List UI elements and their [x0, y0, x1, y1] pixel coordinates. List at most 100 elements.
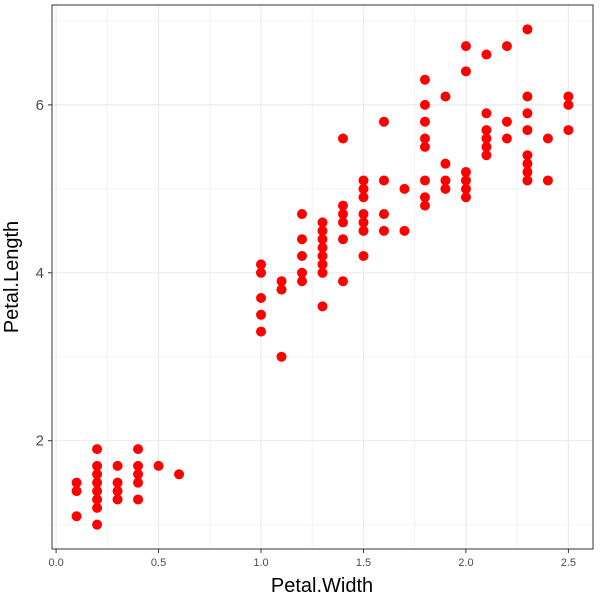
- data-point: [297, 209, 308, 220]
- data-point: [337, 200, 348, 211]
- data-point: [297, 251, 308, 262]
- data-point: [337, 234, 348, 245]
- data-point: [297, 276, 308, 287]
- data-point: [71, 477, 82, 488]
- data-point: [256, 326, 267, 337]
- data-point: [460, 175, 471, 186]
- data-point: [133, 460, 144, 471]
- data-point: [133, 444, 144, 455]
- data-point: [419, 133, 430, 144]
- data-point: [501, 133, 512, 144]
- data-point: [563, 91, 574, 102]
- data-point: [112, 460, 123, 471]
- data-point: [460, 167, 471, 178]
- data-point: [460, 192, 471, 203]
- data-point: [358, 217, 369, 228]
- data-point: [92, 477, 103, 488]
- data-point: [522, 125, 533, 136]
- data-point: [440, 175, 451, 186]
- data-point: [419, 192, 430, 203]
- x-tick-label: 2.5: [561, 557, 576, 569]
- data-point: [317, 259, 328, 270]
- data-point: [256, 267, 267, 278]
- data-point: [358, 175, 369, 186]
- data-point: [317, 217, 328, 228]
- data-point: [92, 519, 103, 530]
- data-point: [256, 309, 267, 320]
- x-tick-label: 0.5: [151, 557, 166, 569]
- axis-ticks: 0.0 0.5 1.0 1.5 2.0 2.5 2 4 6: [36, 97, 576, 569]
- data-point: [419, 175, 430, 186]
- data-point: [542, 133, 553, 144]
- data-point: [522, 167, 533, 178]
- data-point: [337, 209, 348, 220]
- data-point: [419, 99, 430, 110]
- data-point: [133, 477, 144, 488]
- data-point: [440, 158, 451, 169]
- data-point: [153, 460, 164, 471]
- data-point: [317, 267, 328, 278]
- data-point: [481, 108, 492, 119]
- data-point: [481, 141, 492, 152]
- data-point: [378, 175, 389, 186]
- data-point: [92, 444, 103, 455]
- data-point: [358, 251, 369, 262]
- data-point: [481, 133, 492, 144]
- data-point: [378, 116, 389, 127]
- data-point: [256, 292, 267, 303]
- y-tick-label: 2: [36, 433, 44, 450]
- panel-border: [51, 4, 594, 550]
- y-tick-label: 6: [36, 97, 44, 114]
- data-point: [378, 225, 389, 236]
- data-point: [501, 116, 512, 127]
- data-point: [378, 209, 389, 220]
- data-point: [317, 251, 328, 262]
- data-point: [563, 125, 574, 136]
- data-point: [92, 494, 103, 505]
- data-point: [133, 494, 144, 505]
- x-axis-title: Petal.Width: [271, 575, 373, 597]
- data-points: [71, 24, 574, 530]
- data-point: [174, 469, 185, 480]
- data-point: [460, 183, 471, 194]
- data-point: [337, 217, 348, 228]
- data-point: [440, 91, 451, 102]
- x-tick-label: 0.0: [48, 557, 63, 569]
- data-point: [337, 276, 348, 287]
- data-point: [358, 225, 369, 236]
- data-point: [297, 234, 308, 245]
- data-point: [276, 284, 287, 295]
- data-point: [358, 183, 369, 194]
- data-point: [522, 175, 533, 186]
- data-point: [419, 116, 430, 127]
- data-point: [419, 141, 430, 152]
- data-point: [481, 49, 492, 60]
- data-point: [112, 486, 123, 497]
- data-point: [542, 175, 553, 186]
- data-point: [297, 267, 308, 278]
- y-axis-title: Petal.Length: [1, 221, 23, 333]
- data-point: [563, 99, 574, 110]
- data-point: [522, 24, 533, 35]
- data-point: [460, 41, 471, 52]
- data-point: [481, 150, 492, 161]
- data-point: [92, 460, 103, 471]
- grid: [52, 5, 593, 549]
- data-point: [317, 234, 328, 245]
- data-point: [92, 502, 103, 513]
- data-point: [419, 200, 430, 211]
- data-point: [522, 158, 533, 169]
- data-point: [112, 494, 123, 505]
- data-point: [317, 225, 328, 236]
- data-point: [112, 477, 123, 488]
- data-point: [399, 183, 410, 194]
- data-point: [522, 108, 533, 119]
- data-point: [133, 469, 144, 480]
- data-point: [440, 183, 451, 194]
- data-point: [317, 301, 328, 312]
- data-point: [358, 209, 369, 220]
- data-point: [256, 259, 267, 270]
- data-point: [501, 41, 512, 52]
- y-tick-label: 4: [36, 265, 44, 282]
